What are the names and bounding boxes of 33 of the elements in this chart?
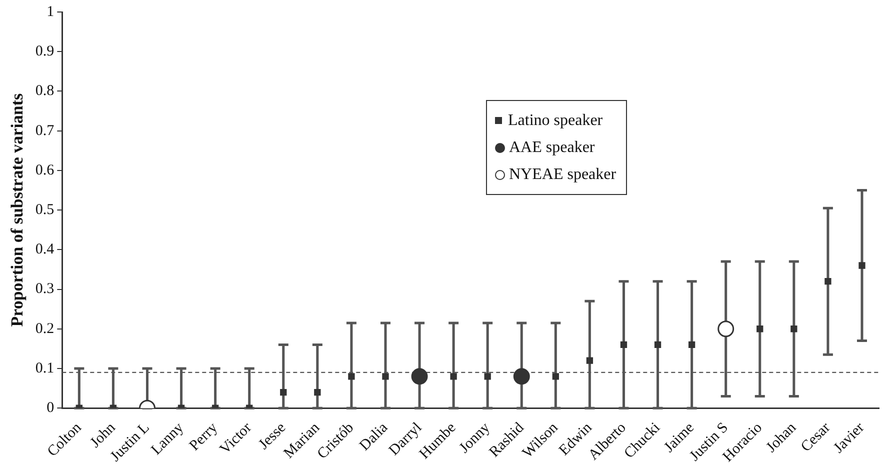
point (513, 368, 530, 385)
y-axis-title: Proportion of substrate variants (8, 92, 27, 327)
point (756, 326, 764, 332)
point (280, 388, 287, 396)
y-tick-label: 1 (46, 4, 54, 20)
point (348, 373, 355, 380)
point (484, 373, 491, 380)
point (790, 326, 798, 332)
y-tick-label: 0.4 (35, 242, 55, 258)
y-tick-label: 0.6 (35, 162, 55, 178)
legend-label: Latino speaker (508, 112, 603, 130)
y-tick-label: 0.3 (35, 281, 54, 298)
legend-label: AAE speaker (509, 138, 595, 156)
point (382, 373, 389, 380)
y-tick-label: 0.5 (35, 202, 54, 218)
y-tick-label: 0.2 (35, 320, 54, 337)
y-tick-label: 0.9 (35, 44, 54, 60)
point (552, 373, 559, 380)
point (411, 368, 428, 385)
y-tick-label: 0.7 (35, 122, 55, 139)
y-tick-label: 0.8 (35, 83, 54, 100)
point (654, 341, 662, 348)
y-tick-label: 0.1 (35, 360, 54, 376)
point (586, 357, 594, 364)
y-tick-label: 0 (46, 400, 54, 416)
point (858, 262, 866, 269)
point (620, 341, 628, 348)
point (824, 278, 832, 285)
point (718, 320, 734, 338)
point (688, 341, 696, 348)
point (314, 388, 321, 396)
point (450, 373, 457, 380)
legend-label: NYEAE speaker (509, 166, 616, 184)
